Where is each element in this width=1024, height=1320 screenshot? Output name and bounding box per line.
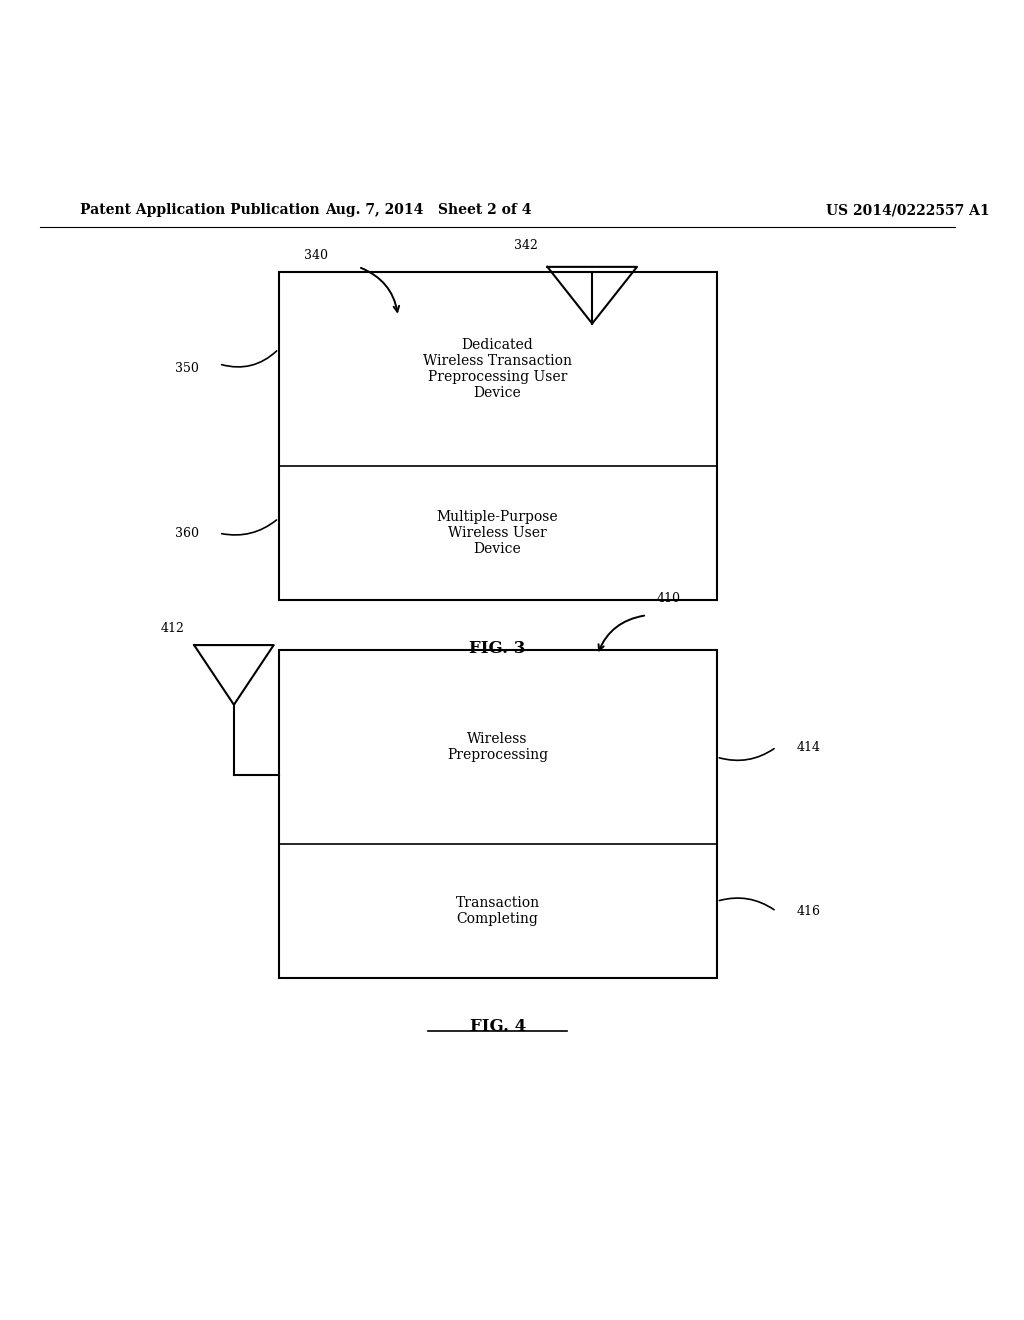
Text: 350: 350 [175,363,199,375]
FancyBboxPatch shape [279,272,717,601]
Text: FIG. 3: FIG. 3 [469,640,526,657]
Text: 340: 340 [304,249,329,261]
Text: Wireless
Preprocessing: Wireless Preprocessing [447,733,548,762]
Text: Patent Application Publication: Patent Application Publication [80,203,319,216]
FancyBboxPatch shape [279,649,717,978]
Text: 414: 414 [797,741,820,754]
Text: 416: 416 [797,904,820,917]
Text: Aug. 7, 2014   Sheet 2 of 4: Aug. 7, 2014 Sheet 2 of 4 [325,203,531,216]
Text: 412: 412 [160,622,184,635]
Text: Dedicated
Wireless Transaction
Preprocessing User
Device: Dedicated Wireless Transaction Preproces… [423,338,572,400]
Text: Transaction
Completing: Transaction Completing [456,896,540,927]
Text: FIG. 4: FIG. 4 [470,1018,525,1035]
Text: 342: 342 [514,239,538,252]
Text: 360: 360 [175,527,199,540]
Text: Multiple-Purpose
Wireless User
Device: Multiple-Purpose Wireless User Device [437,510,558,556]
Text: 410: 410 [656,593,681,606]
Text: US 2014/0222557 A1: US 2014/0222557 A1 [826,203,990,216]
